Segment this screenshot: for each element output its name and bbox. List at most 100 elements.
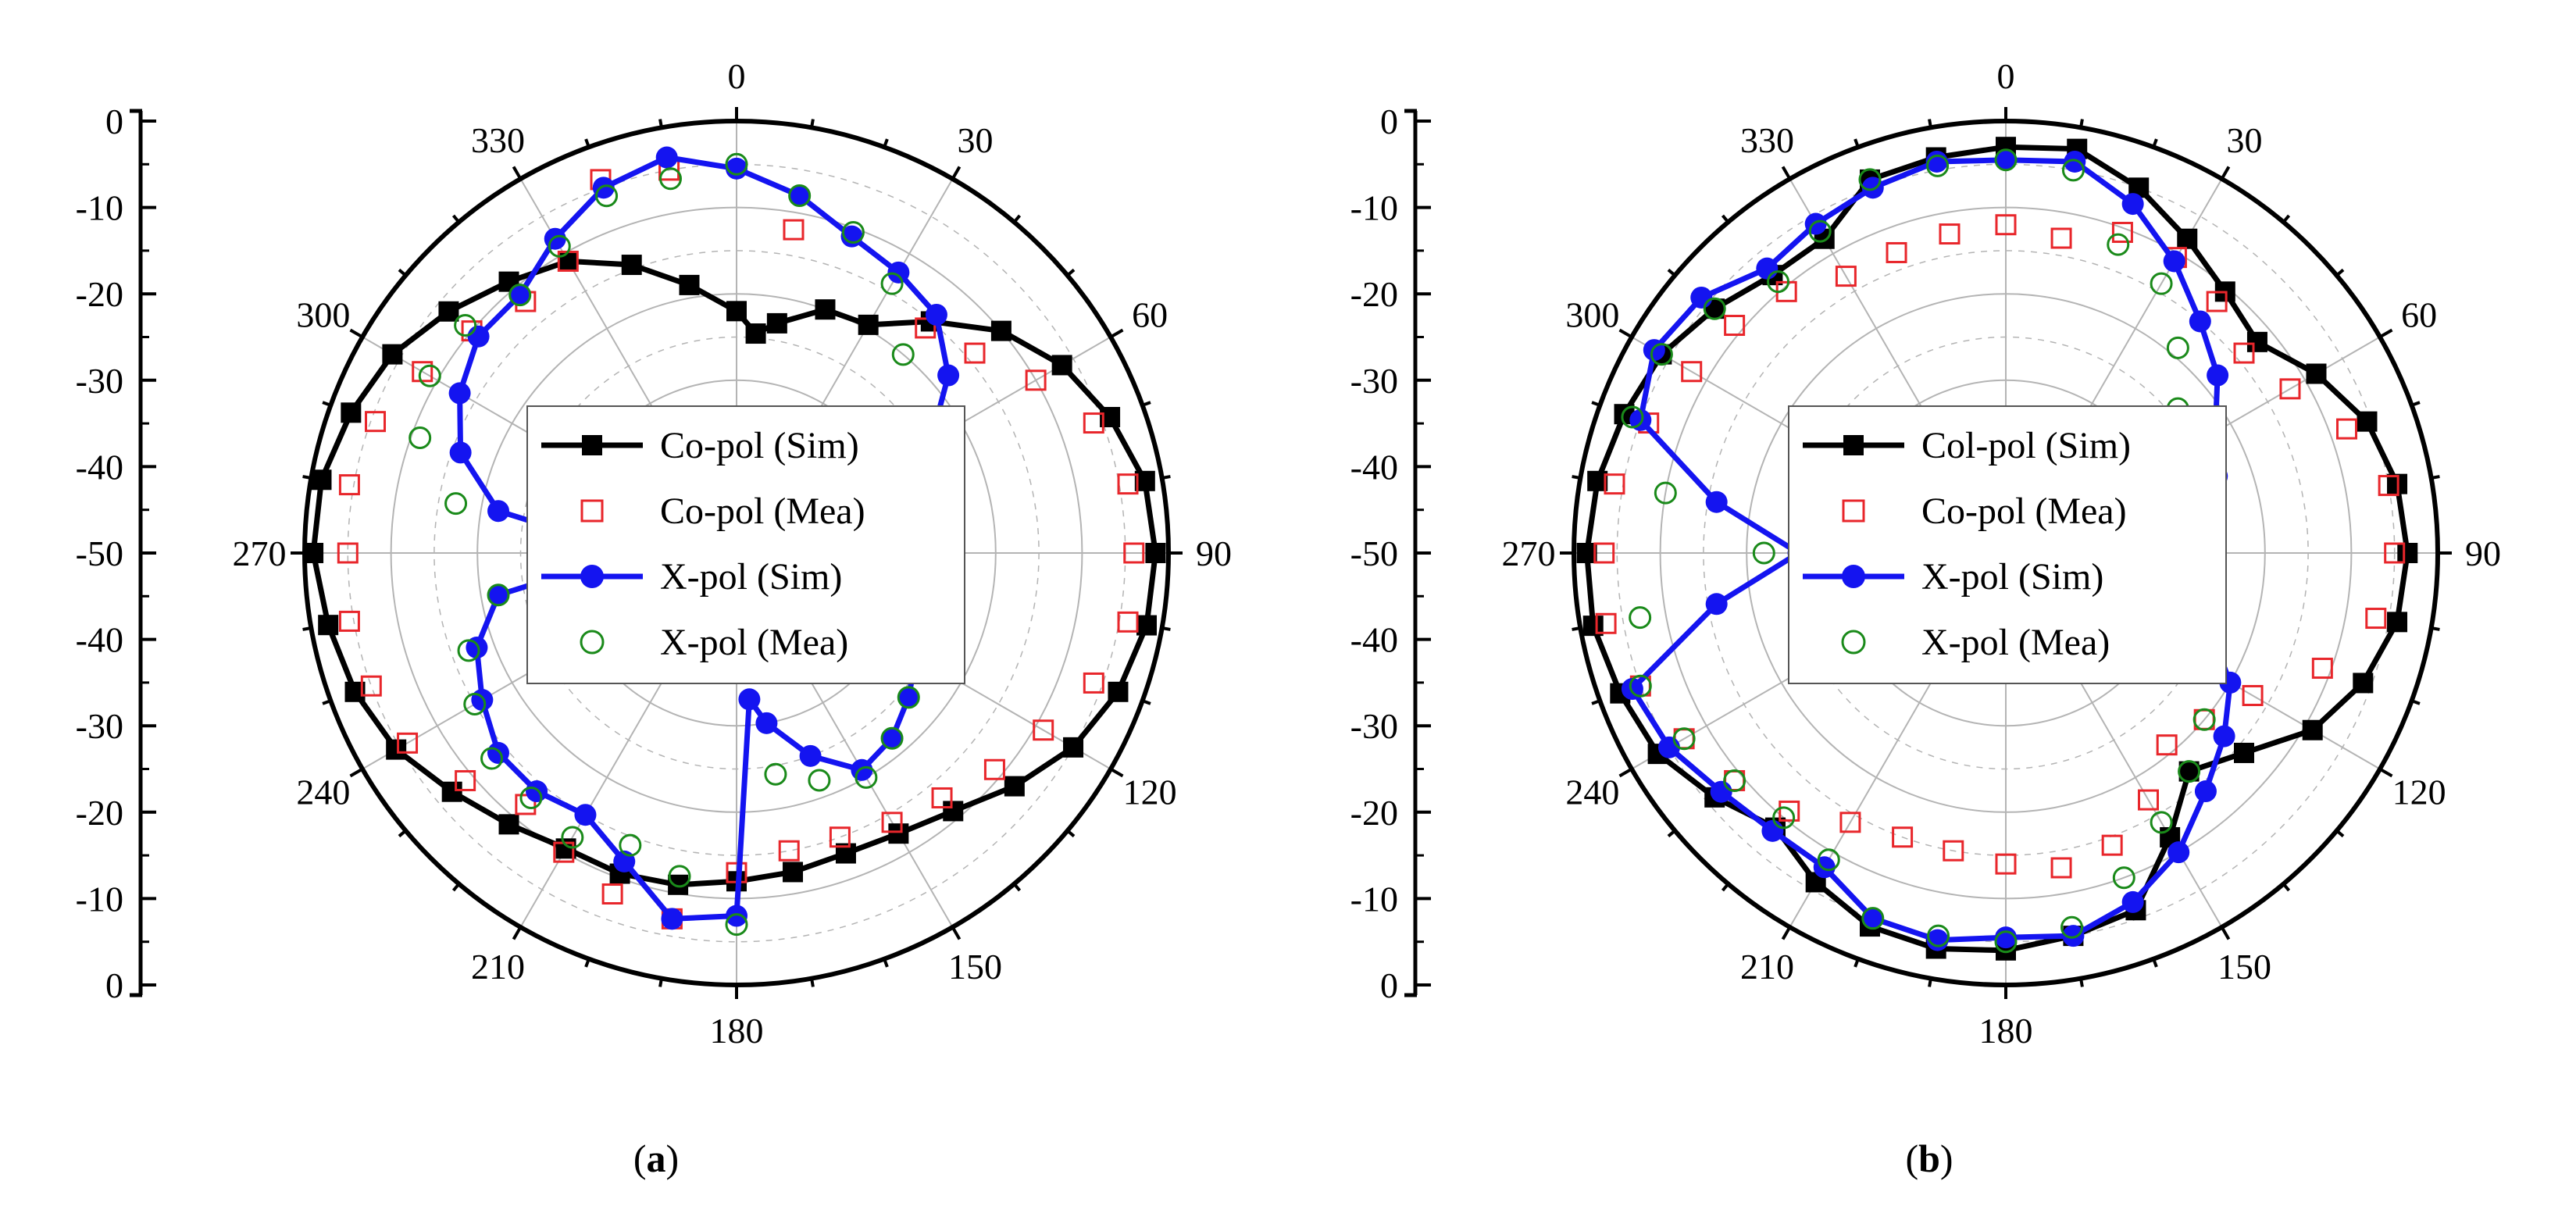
angle-tick [2431, 626, 2440, 631]
marker-open-circle [457, 639, 480, 662]
legend-marker [580, 499, 604, 523]
marker-square [815, 299, 836, 320]
angle-label: 330 [1740, 120, 1794, 160]
marker-circle [726, 904, 747, 927]
angle-label: 180 [710, 1011, 764, 1051]
legend-label: X-pol (Mea) [660, 622, 848, 663]
radial-label: -10 [76, 879, 123, 919]
marker-open-square [2050, 857, 2072, 879]
marker-open-square [983, 758, 1005, 780]
angle-tick [1667, 829, 1676, 838]
marker-open-square [1083, 672, 1104, 694]
angle-tick [1572, 626, 1581, 631]
marker-open-square [1892, 826, 1914, 848]
marker-circle [1756, 257, 1779, 280]
marker-circle [887, 261, 910, 284]
marker-open-square [1995, 853, 2017, 875]
marker-circle [1995, 148, 2017, 171]
marker-open-square [1083, 412, 1104, 434]
legend-label: Co-pol (Sim) [660, 425, 859, 466]
marker-circle [1710, 780, 1732, 803]
angle-label: 330 [471, 120, 525, 160]
angle-tick [349, 328, 364, 339]
angle-tick [951, 926, 962, 940]
marker-square [2357, 411, 2378, 432]
marker-open-square [1724, 315, 1746, 337]
radial-label: -30 [76, 361, 123, 401]
marker-open-square [783, 219, 805, 241]
legend-label: X-pol (Mea) [1921, 622, 2110, 663]
angle-tick [302, 626, 312, 631]
angle-tick [2378, 767, 2393, 778]
marker-open-square [778, 840, 800, 862]
radial-label: -30 [1350, 706, 1398, 746]
marker-open-circle [1927, 924, 1950, 947]
marker-square [2302, 719, 2323, 740]
marker-open-square [365, 411, 387, 433]
legend-marker [1842, 499, 1865, 523]
marker-square [888, 823, 909, 844]
marker-circle [574, 804, 597, 826]
angle-label: 300 [1565, 295, 1619, 335]
marker-square [318, 615, 339, 636]
legend-marker [1842, 565, 1865, 588]
marker-circle [1621, 678, 1643, 701]
marker-square [386, 739, 407, 760]
marker-open-square [2050, 227, 2072, 249]
marker-open-square [2242, 684, 2264, 706]
marker-circle [1705, 491, 1728, 513]
marker-open-square [1779, 800, 1800, 822]
marker-open-square [829, 826, 851, 848]
marker-circle [449, 441, 472, 464]
angle-tick [1667, 268, 1676, 277]
marker-open-circle [519, 786, 543, 809]
marker-open-circle [1672, 727, 1696, 751]
marker-circle [1690, 286, 1713, 309]
marker-open-circle [2178, 760, 2201, 783]
marker-open-square [2156, 734, 2178, 756]
marker-square [382, 344, 403, 365]
angle-tick [2335, 268, 2345, 277]
angle-tick [810, 119, 815, 128]
angle-label: 90 [2465, 533, 2501, 573]
marker-square [2246, 331, 2267, 352]
legend-label: X-pol (Sim) [1921, 556, 2103, 598]
angle-tick [2378, 328, 2393, 339]
marker-circle [937, 364, 960, 387]
marker-open-square [915, 317, 937, 339]
angle-label: 240 [296, 772, 350, 812]
marker-open-square [964, 342, 986, 364]
marker-circle [738, 688, 761, 711]
legend-label: Co-pol (Mea) [660, 491, 865, 532]
marker-open-circle [1650, 343, 1673, 366]
angle-label: 90 [1196, 533, 1232, 573]
marker-open-circle [1808, 219, 1832, 243]
marker-circle [487, 500, 510, 523]
radial-label: -30 [1350, 361, 1398, 401]
panel-b-angle-ticks: 0 30 60 90 120 150 180 210 240 270 300 330 [1502, 56, 2502, 1051]
marker-open-square [1939, 223, 1961, 245]
marker-circle [2167, 841, 2190, 864]
angle-tick [1012, 214, 1022, 223]
radial-label: -40 [1350, 620, 1398, 660]
angle-label: 270 [233, 533, 287, 573]
marker-open-circle [418, 364, 441, 387]
marker-circle [2213, 725, 2235, 748]
marker-circle [799, 744, 822, 767]
legend-marker [582, 435, 602, 455]
marker-open-circle [2192, 708, 2216, 731]
angle-tick [2152, 138, 2158, 148]
marker-open-circle [1926, 154, 1950, 177]
marker-open-circle [668, 865, 691, 888]
angle-tick [1161, 475, 1171, 480]
marker-square [311, 469, 332, 491]
marker-circle [471, 689, 494, 712]
marker-open-square [1033, 719, 1054, 741]
angle-label: 0 [728, 56, 746, 96]
angle-tick [1591, 699, 1601, 705]
angle-tick [349, 767, 364, 778]
angle-label: 60 [2401, 295, 2437, 335]
angle-tick [2282, 883, 2291, 892]
marker-open-square [515, 794, 537, 815]
